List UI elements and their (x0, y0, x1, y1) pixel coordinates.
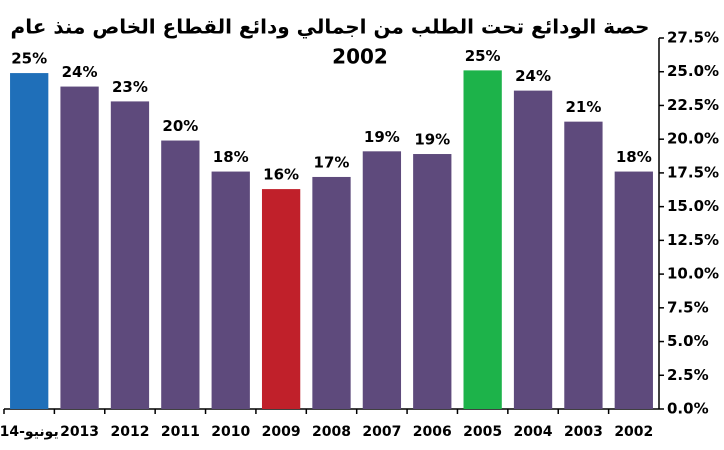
x-tick-label: يونيو-14 (0, 424, 59, 440)
y-tick-label: 27.5% (667, 29, 719, 47)
value-label: 18% (213, 148, 249, 166)
y-tick-label: 7.5% (667, 298, 709, 316)
x-tick-label: 2004 (514, 424, 553, 440)
x-tick-label: 2009 (262, 424, 301, 440)
y-tick-label: 17.5% (667, 163, 719, 181)
bar (161, 140, 200, 409)
x-tick-label: 2005 (463, 424, 502, 440)
value-label: 23% (112, 78, 148, 96)
bar (362, 151, 402, 409)
bar (463, 70, 502, 410)
x-tick-label: 2003 (564, 424, 603, 440)
bar (110, 101, 150, 409)
x-tick-label: 2011 (161, 424, 200, 440)
y-tick-label: 10.0% (667, 265, 719, 283)
chart-title: حصة الودائع تحت الطلب من اجمالي ودائع ال… (11, 15, 650, 40)
x-tick-label: 2007 (362, 424, 401, 440)
bar (211, 171, 250, 409)
y-tick-label: 20.0% (667, 130, 719, 148)
bar (10, 73, 49, 410)
value-label: 24% (515, 67, 551, 85)
bar (564, 121, 603, 409)
x-tick-label: 2010 (211, 424, 250, 440)
y-tick-label: 15.0% (667, 197, 719, 215)
value-label: 18% (616, 148, 652, 166)
x-tick-label: 2008 (312, 424, 351, 440)
bar (614, 171, 653, 409)
y-tick-label: 0.0% (667, 400, 709, 418)
bar (413, 154, 452, 409)
value-label: 16% (263, 166, 299, 184)
bar (60, 86, 99, 410)
value-label: 25% (11, 50, 47, 68)
chart-title: 2002 (332, 45, 388, 69)
x-tick-label: 2013 (60, 424, 99, 440)
y-tick-label: 22.5% (667, 96, 719, 114)
x-tick-label: 2006 (413, 424, 452, 440)
y-tick-label: 2.5% (667, 366, 709, 384)
x-tick-label: 2002 (614, 424, 653, 440)
value-label: 19% (364, 128, 400, 146)
value-label: 17% (314, 153, 350, 171)
value-label: 24% (62, 63, 98, 81)
bar (312, 176, 351, 409)
y-tick-label: 25.0% (667, 62, 719, 80)
bar (261, 189, 301, 409)
value-label: 20% (162, 117, 198, 135)
bar (513, 90, 553, 409)
value-label: 25% (465, 47, 501, 65)
value-label: 19% (414, 131, 450, 149)
x-tick-label: 2012 (110, 424, 149, 440)
y-tick-label: 12.5% (667, 231, 719, 249)
value-label: 21% (565, 98, 601, 116)
y-tick-label: 5.0% (667, 332, 709, 350)
